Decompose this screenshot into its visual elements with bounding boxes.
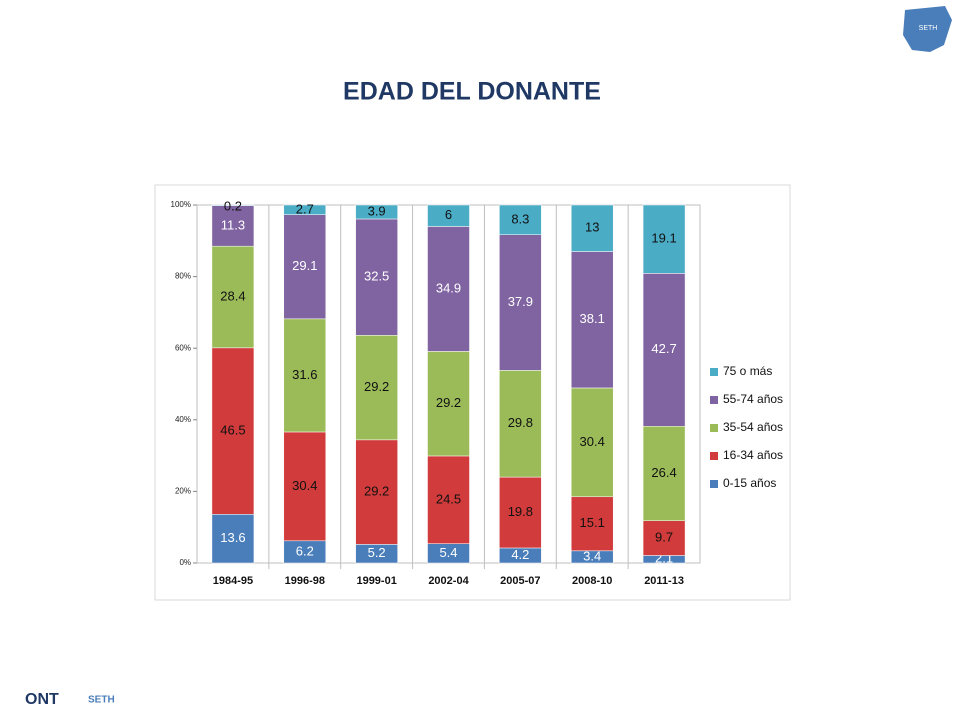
data-label: 31.6 [292, 367, 317, 382]
data-label: 5.4 [439, 545, 457, 560]
data-label: 19.8 [508, 504, 533, 519]
x-tick-label: 1996-98 [285, 575, 325, 587]
data-label: 42.7 [651, 341, 676, 356]
bar-segment [642, 273, 686, 427]
bar-segment [570, 204, 614, 252]
y-tick-label: 20% [175, 487, 191, 496]
legend-label: 35-54 años [723, 420, 783, 434]
map-logo-label: SETH [919, 25, 938, 32]
data-label: 3.4 [583, 548, 601, 563]
data-label: 15.1 [580, 515, 605, 530]
data-label: 6.2 [296, 543, 314, 558]
data-label: 29.8 [508, 415, 533, 430]
bar-segment [570, 496, 614, 552]
data-label: 28.4 [220, 288, 245, 303]
legend-swatch [710, 452, 718, 460]
data-label: 11.3 [221, 217, 245, 232]
data-label: 29.2 [436, 395, 461, 410]
data-label: 19.1 [651, 231, 676, 246]
bar-segment [427, 455, 470, 544]
data-label: 8.3 [511, 211, 529, 226]
legend-swatch [710, 368, 718, 376]
x-tick-label: 1999-01 [356, 575, 396, 587]
bar-segment [283, 204, 327, 215]
bar-segment [283, 214, 327, 320]
data-label: 37.9 [508, 294, 533, 309]
bar-segment [211, 204, 255, 206]
data-label: 29.1 [292, 258, 317, 273]
bar-segment [211, 514, 255, 564]
bar-segment [499, 204, 542, 235]
data-label: 9.7 [655, 530, 673, 545]
bar-segment [283, 318, 327, 433]
bar-segment [642, 204, 686, 274]
legend-swatch [710, 424, 718, 432]
data-label: 30.4 [580, 434, 605, 449]
y-tick-label: 100% [171, 200, 191, 209]
legend-label: 55-74 años [723, 392, 783, 406]
legend-swatch [710, 396, 718, 404]
y-tick-label: 0% [179, 558, 191, 567]
data-label: 4.2 [511, 547, 529, 562]
bar-segment [427, 226, 470, 352]
y-tick-label: 40% [175, 415, 191, 424]
bar-segment [570, 387, 614, 498]
data-label: 6 [445, 207, 452, 222]
x-tick-label: 2011-13 [644, 575, 684, 587]
bar-segment [355, 204, 398, 220]
bar-segment [355, 439, 398, 545]
bar-segment [499, 234, 542, 371]
bar-segment [211, 347, 255, 515]
x-tick-label: 2008-10 [572, 575, 612, 587]
bar-segment [499, 370, 542, 478]
bar-segment [427, 351, 470, 457]
data-label: 0.2 [224, 198, 242, 213]
data-label: 38.1 [580, 311, 605, 326]
x-tick-label: 1984-95 [213, 575, 253, 587]
bar-segment [499, 476, 542, 549]
y-tick-label: 80% [175, 272, 191, 281]
x-tick-label: 2005-07 [500, 575, 540, 587]
bar-segment [355, 218, 398, 336]
seth-logo: SETH [88, 695, 115, 706]
legend-label: 75 o más [723, 364, 772, 378]
x-tick-label: 2002-04 [428, 575, 469, 587]
data-label: 24.5 [436, 491, 461, 506]
data-label: 3.9 [368, 203, 386, 218]
data-label: 26.4 [651, 465, 676, 480]
map-logo [903, 6, 952, 52]
data-label: 29.2 [364, 484, 389, 499]
legend-swatch [710, 480, 718, 488]
data-label: 46.5 [220, 423, 245, 438]
bar-segment [283, 431, 327, 542]
data-label: 32.5 [364, 269, 389, 284]
y-tick-label: 60% [175, 343, 191, 352]
data-label: 5.2 [368, 545, 386, 560]
data-label: 30.4 [292, 478, 317, 493]
ont-logo: ONT [25, 691, 59, 708]
bar-segment [642, 425, 686, 522]
data-label: 13 [585, 220, 599, 235]
data-label: 34.9 [436, 280, 461, 295]
legend-label: 0-15 años [723, 476, 776, 490]
bar-segment [427, 204, 470, 227]
slide-title: EDAD DEL DONANTE [343, 78, 601, 106]
bar-segment [211, 205, 255, 247]
bar-segment [355, 335, 398, 441]
bar-segment [570, 251, 614, 389]
data-label: 29.2 [364, 379, 389, 394]
data-label: 13.6 [220, 530, 245, 545]
legend-label: 16-34 años [723, 448, 783, 462]
data-label: 2.7 [296, 201, 314, 216]
